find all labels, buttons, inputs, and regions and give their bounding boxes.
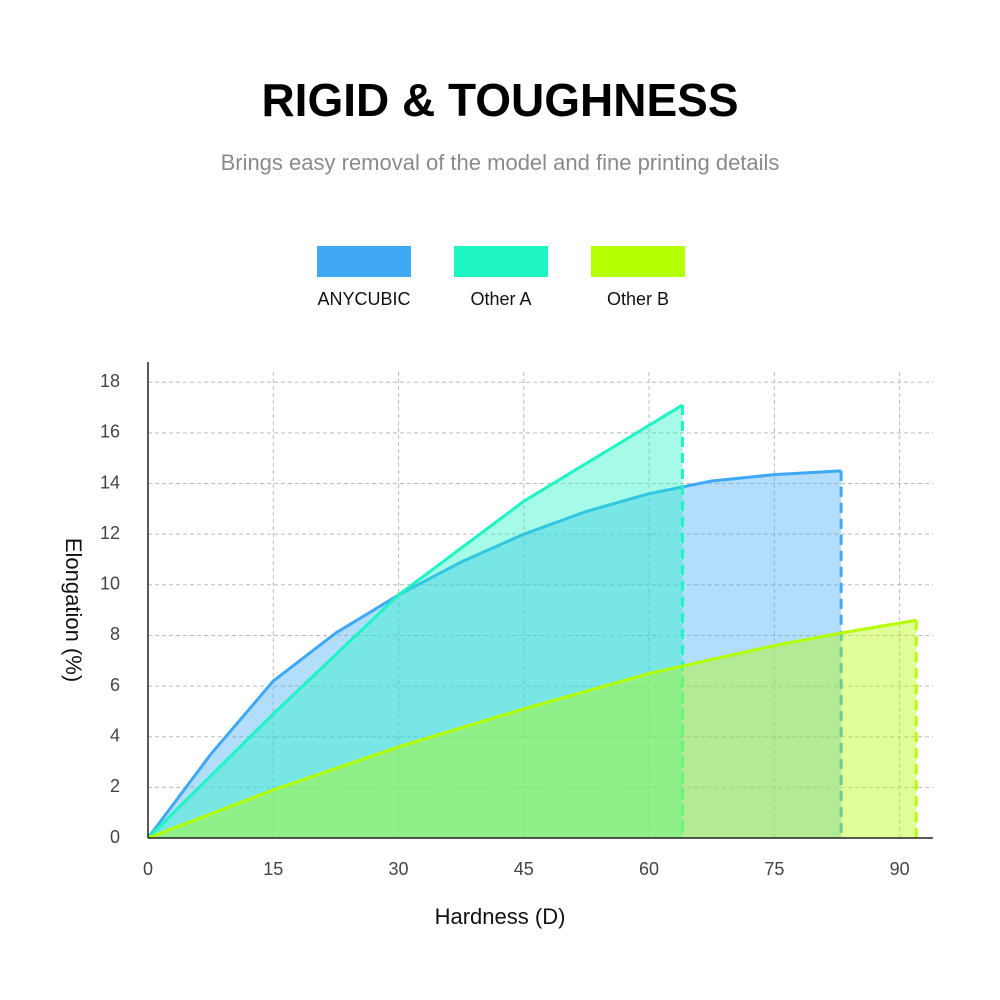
series-line xyxy=(147,618,917,840)
legend-swatch xyxy=(317,246,411,277)
y-tick-label: 2 xyxy=(110,776,120,796)
series-line xyxy=(146,403,684,840)
x-axis-label: Hardness (D) xyxy=(435,904,566,929)
area-fill xyxy=(148,405,683,838)
legend: ANYCUBIC Other A Other B xyxy=(317,246,685,309)
y-tick-label: 8 xyxy=(110,624,120,644)
series-line xyxy=(146,469,842,839)
grid: 0 2 4 6 8 10 12 14 16 18 0 15 30 45 60 75 90 xyxy=(100,371,933,879)
x-tick-label: 45 xyxy=(514,859,534,879)
area-fill xyxy=(148,470,842,838)
x-tick-label: 90 xyxy=(890,859,910,879)
y-tick-label: 14 xyxy=(100,472,120,492)
chart-subtitle: Brings easy removal of the model and fin… xyxy=(221,150,780,175)
x-tick-label: 30 xyxy=(389,859,409,879)
chart-title: RIGID & TOUGHNESS xyxy=(261,74,738,126)
x-tick-label: 15 xyxy=(263,859,283,879)
legend-label: Other A xyxy=(470,289,531,309)
y-tick-label: 16 xyxy=(100,422,120,442)
y-tick-label: 12 xyxy=(100,523,120,543)
y-tick-label: 6 xyxy=(110,675,120,695)
plot-area xyxy=(146,403,918,840)
y-tick-label: 18 xyxy=(100,371,120,391)
legend-swatch xyxy=(591,246,685,277)
x-tick-label: 0 xyxy=(143,859,153,879)
y-axis-label: Elongation (%) xyxy=(61,538,86,682)
x-tick-label: 75 xyxy=(764,859,784,879)
legend-swatch xyxy=(454,246,548,277)
area-fill xyxy=(148,620,917,838)
y-tick-label: 10 xyxy=(100,574,120,594)
x-tick-label: 60 xyxy=(639,859,659,879)
y-tick-label: 0 xyxy=(110,827,120,847)
y-tick-label: 4 xyxy=(110,725,120,745)
legend-label: Other B xyxy=(607,289,669,309)
legend-label: ANYCUBIC xyxy=(317,289,410,309)
